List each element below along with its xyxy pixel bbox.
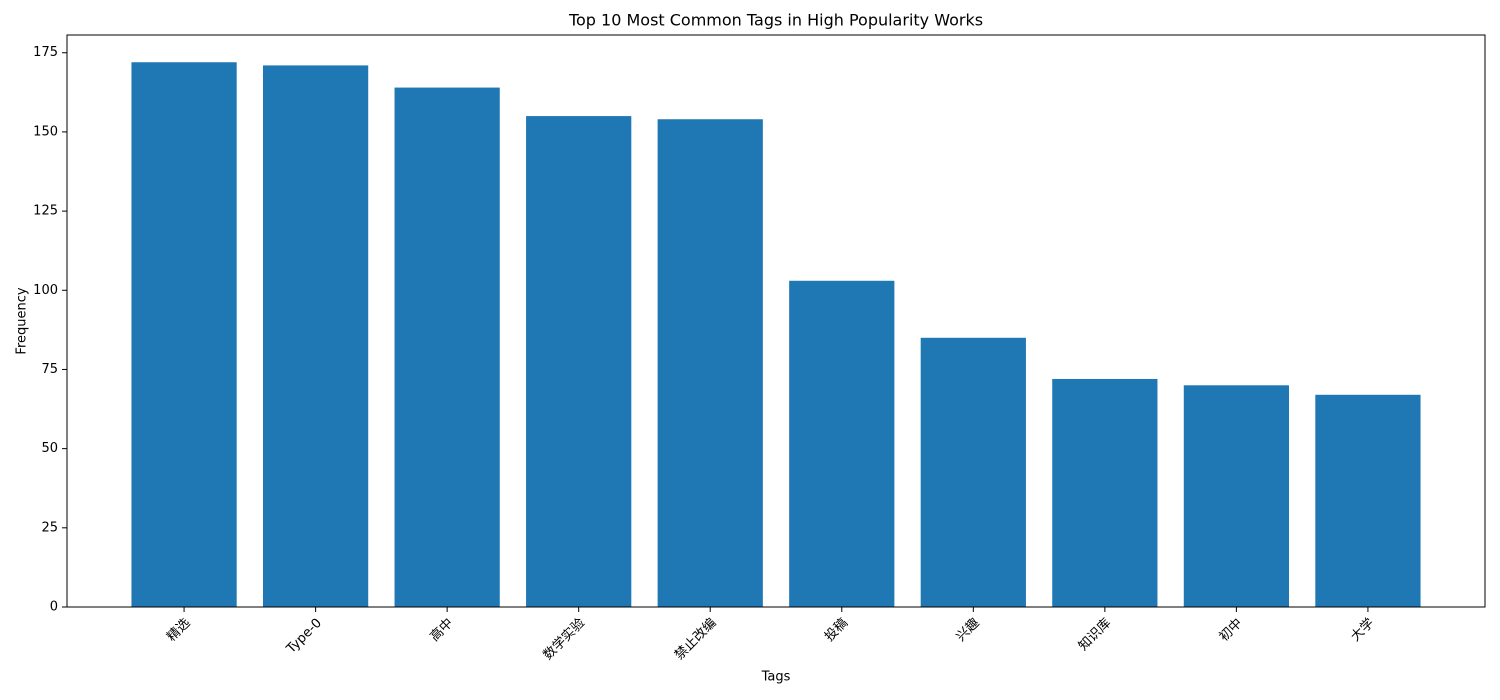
y-tick-label: 125 [33,204,58,219]
y-tick-label: 75 [41,362,58,377]
y-tick-label: 0 [50,600,58,615]
x-tick-label: 大学 [1348,615,1378,645]
x-tick-label: 知识库 [1075,615,1114,654]
bar [789,280,895,607]
y-tick-label: 175 [33,45,58,60]
bar [657,119,763,608]
x-tick-label: Type-0 [283,616,325,658]
x-tick-label: 投稿 [821,615,851,645]
y-tick-label: 50 [41,441,58,456]
plot-frame [66,34,1486,608]
x-tick-label: 高中 [427,615,457,645]
x-tick-label: 禁止改编 [672,616,719,663]
bar [526,116,632,607]
y-tick-label: 25 [41,520,58,535]
x-axis-label: Tags [761,670,791,685]
chart-title: Top 10 Most Common Tags in High Populari… [568,11,983,30]
y-tick-label: 100 [33,283,58,298]
bar [262,65,369,607]
x-tick-label: 数学实验 [540,615,588,663]
bar [1052,378,1158,607]
bar [1183,385,1290,607]
bar [1315,394,1421,607]
bar [920,337,1026,607]
y-axis-label: Frequency [15,287,30,354]
bar [131,62,237,607]
x-tick-label: 精选 [164,616,193,645]
x-tick-label: 兴趣 [954,616,983,645]
x-tick-label: 初中 [1217,616,1246,645]
bar [394,87,500,607]
y-tick-label: 150 [33,124,58,139]
